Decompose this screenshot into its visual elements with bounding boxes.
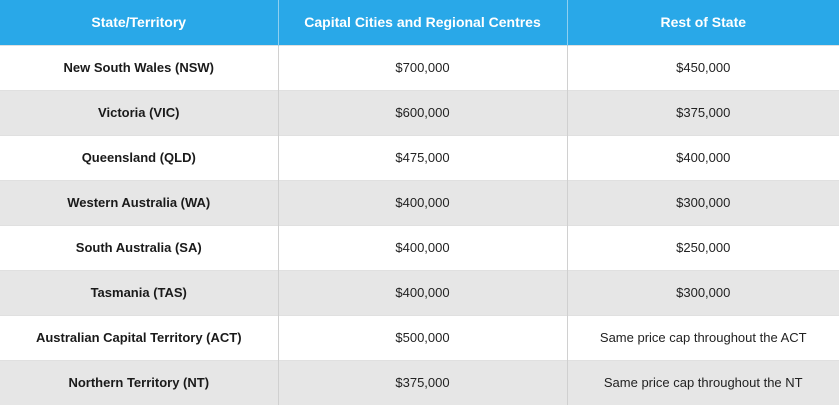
capital-cap-cell: $400,000: [277, 179, 567, 225]
capital-cap-cell: $600,000: [277, 89, 567, 135]
rest-cap-cell: $400,000: [566, 134, 839, 180]
state-cell: South Australia (SA): [0, 224, 278, 270]
state-cell: New South Wales (NSW): [0, 44, 278, 90]
state-cell: Northern Territory (NT): [0, 359, 278, 405]
header-state-territory: State/Territory: [0, 0, 278, 45]
rest-cap-cell: Same price cap throughout the NT: [566, 359, 839, 405]
table-row: Western Australia (WA) $400,000 $300,000: [0, 179, 839, 225]
rest-cap-cell: $450,000: [566, 44, 839, 90]
state-cell: Victoria (VIC): [0, 89, 278, 135]
capital-cap-cell: $400,000: [277, 224, 567, 270]
header-row: State/Territory Capital Cities and Regio…: [0, 0, 839, 45]
rest-cap-cell: Same price cap throughout the ACT: [566, 314, 839, 360]
state-cell: Queensland (QLD): [0, 134, 278, 180]
state-cell: Australian Capital Territory (ACT): [0, 314, 278, 360]
table-header: State/Territory Capital Cities and Regio…: [0, 0, 839, 45]
capital-cap-cell: $500,000: [277, 314, 567, 360]
table-body: New South Wales (NSW) $700,000 $450,000 …: [0, 44, 839, 405]
rest-cap-cell: $300,000: [566, 179, 839, 225]
state-cell: Tasmania (TAS): [0, 269, 278, 315]
table-row: Northern Territory (NT) $375,000 Same pr…: [0, 359, 839, 405]
rest-cap-cell: $375,000: [566, 89, 839, 135]
table-row: Australian Capital Territory (ACT) $500,…: [0, 314, 839, 360]
capital-cap-cell: $700,000: [277, 44, 567, 90]
table-row: South Australia (SA) $400,000 $250,000: [0, 224, 839, 270]
state-cell: Western Australia (WA): [0, 179, 278, 225]
rest-cap-cell: $250,000: [566, 224, 839, 270]
table-row: Tasmania (TAS) $400,000 $300,000: [0, 269, 839, 315]
capital-cap-cell: $400,000: [277, 269, 567, 315]
table-row: New South Wales (NSW) $700,000 $450,000: [0, 44, 839, 90]
capital-cap-cell: $475,000: [277, 134, 567, 180]
table-row: Queensland (QLD) $475,000 $400,000: [0, 134, 839, 180]
capital-cap-cell: $375,000: [277, 359, 567, 405]
header-capital-cities: Capital Cities and Regional Centres: [277, 0, 567, 45]
table-row: Victoria (VIC) $600,000 $375,000: [0, 89, 839, 135]
rest-cap-cell: $300,000: [566, 269, 839, 315]
header-rest-of-state: Rest of State: [566, 0, 839, 45]
